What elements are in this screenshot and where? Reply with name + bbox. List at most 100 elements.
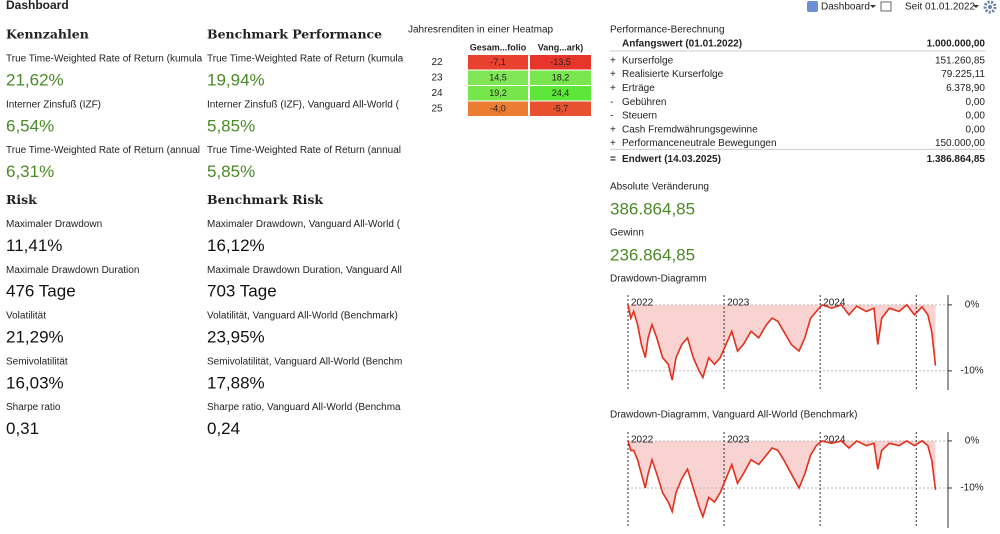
metric-value: 0,24 <box>207 419 240 438</box>
metric-label: True Time-Weighted Rate of Return (annua… <box>6 145 200 156</box>
metric-label: Volatilität, Vanguard All-World (Benchma… <box>207 311 398 322</box>
perf-value: 0,00 <box>966 111 986 122</box>
heatmap-cell <box>530 101 591 116</box>
dropdown-arrow <box>973 5 979 8</box>
perf-sign: - <box>610 97 613 108</box>
heatmap-cell <box>530 86 591 101</box>
x-tick-label: 2022 <box>631 435 654 446</box>
perf-sign: + <box>610 124 616 135</box>
heatmap-row-label: 24 <box>431 88 443 99</box>
perf-label: Gebühren <box>622 97 666 108</box>
metric-label: Absolute Veränderung <box>610 182 709 193</box>
metric-value: 0,31 <box>6 419 39 438</box>
y-tick-label: 0% <box>965 300 980 311</box>
metric-value: 6,31% <box>6 162 54 181</box>
metric-value: 386.864,85 <box>610 199 695 218</box>
metric-label: Sharpe ratio <box>6 402 61 413</box>
perf-label: Anfangswert (01.01.2022) <box>622 39 742 50</box>
heatmap-cell-label: 19,2 <box>489 88 507 98</box>
x-tick-label: 2024 <box>823 298 846 309</box>
heatmap-cell <box>468 55 528 70</box>
perf-sign: + <box>610 138 616 149</box>
metric-value: 703 Tage <box>207 282 277 301</box>
perf-label: Realisierte Kurserfolge <box>622 69 724 80</box>
perf-value: 0,00 <box>966 97 986 108</box>
heatmap-title: Jahresrenditen in einer Heatmap <box>408 25 554 36</box>
heatmap-cell-label: -13,5 <box>550 57 571 67</box>
metric-label: Semivolatilität, Vanguard All-World (Ben… <box>207 356 402 367</box>
settings-icon[interactable] <box>983 0 997 14</box>
perf-sign: - <box>610 111 613 122</box>
section-heading: Kennzahlen <box>6 27 89 42</box>
metric-label: Interner Zinsfuß (IZF) <box>6 99 101 110</box>
heatmap-cell-label: -7,1 <box>490 57 506 67</box>
drawdown-area <box>627 304 936 381</box>
perf-label: Steuern <box>622 111 657 122</box>
metric-label: Maximale Drawdown Duration <box>6 265 139 276</box>
metric-label: Maximale Drawdown Duration, Vanguard All <box>207 265 402 276</box>
perf-sign: + <box>610 55 616 66</box>
y-tick-label: 0% <box>965 436 980 447</box>
metric-label: Maximaler Drawdown, Vanguard All-World ( <box>207 219 401 230</box>
heatmap-cell <box>468 70 528 85</box>
metric-value: 17,88% <box>207 373 265 392</box>
perf-value: 1.386.864,85 <box>927 154 986 165</box>
perf-title: Performance-Berechnung <box>610 25 725 36</box>
heatmap-cell <box>468 101 528 116</box>
perf-value: 0,00 <box>966 124 986 135</box>
perf-value: 150.000,00 <box>935 138 985 149</box>
drawdown-line <box>627 303 937 381</box>
x-tick-label: 2023 <box>727 435 750 446</box>
metric-value: 5,85% <box>207 162 255 181</box>
metric-label: Gewinn <box>610 228 644 239</box>
drawdown-line <box>627 439 937 520</box>
heatmap-cell <box>530 55 591 70</box>
metric-value: 16,03% <box>6 373 64 392</box>
chart-title: Drawdown-Diagramm <box>610 274 707 285</box>
x-tick-label: 2024 <box>823 435 846 446</box>
period-menu[interactable]: Seit 01.01.2022 <box>905 2 975 13</box>
perf-sign: = <box>610 154 616 165</box>
drawdown-area <box>627 440 936 517</box>
layout-icon[interactable] <box>880 1 892 12</box>
heatmap-row-label: 23 <box>431 73 443 84</box>
y-tick-label: -10% <box>960 366 983 377</box>
metric-value: 23,95% <box>207 327 265 346</box>
metric-value: 6,54% <box>6 116 54 135</box>
perf-label: Erträge <box>622 83 655 94</box>
view-icon <box>807 1 818 12</box>
heatmap-column: Vang...ark) <box>538 42 584 52</box>
x-tick-label: 2022 <box>631 298 654 309</box>
perf-value: 6.378,90 <box>946 83 985 94</box>
metric-label: Interner Zinsfuß (IZF), Vanguard All-Wor… <box>207 99 400 110</box>
metric-value: 11,41% <box>6 236 62 255</box>
metric-value: 21,62% <box>6 70 64 89</box>
heatmap-cell <box>530 70 591 85</box>
metric-value: 476 Tage <box>6 282 76 301</box>
perf-value: 79.225,11 <box>941 69 985 80</box>
heatmap-row-label: 25 <box>431 104 443 115</box>
metric-value: 21,29% <box>6 327 64 346</box>
x-tick-label: 2023 <box>727 298 750 309</box>
heatmap-row-label: 22 <box>431 57 443 68</box>
section-heading: Benchmark Performance <box>207 27 382 42</box>
metric-label: True Time-Weighted Rate of Return (kumul… <box>6 54 203 65</box>
heatmap-cell-label: 14,5 <box>489 72 507 82</box>
settings-icon-center <box>988 5 992 9</box>
perf-sign: + <box>610 69 616 80</box>
heatmap-cell-label: 18,2 <box>552 72 570 82</box>
heatmap-cell-label: -5,7 <box>553 103 569 113</box>
chart-title: Drawdown-Diagramm, Vanguard All-World (B… <box>610 410 858 421</box>
page-title: Dashboard <box>6 0 69 12</box>
perf-label: Cash Fremdwährungsgewinne <box>622 124 758 135</box>
view-menu[interactable]: Dashboard <box>821 2 870 13</box>
metric-label: Maximaler Drawdown <box>6 219 102 230</box>
y-tick-label: -10% <box>960 483 983 494</box>
dropdown-arrow <box>870 5 876 8</box>
heatmap-cell <box>468 86 528 101</box>
perf-value: 1.000.000,00 <box>927 39 986 50</box>
perf-sign: + <box>610 83 616 94</box>
perf-label: Performanceneutrale Bewegungen <box>622 138 777 149</box>
metric-value: 19,94% <box>207 70 265 89</box>
